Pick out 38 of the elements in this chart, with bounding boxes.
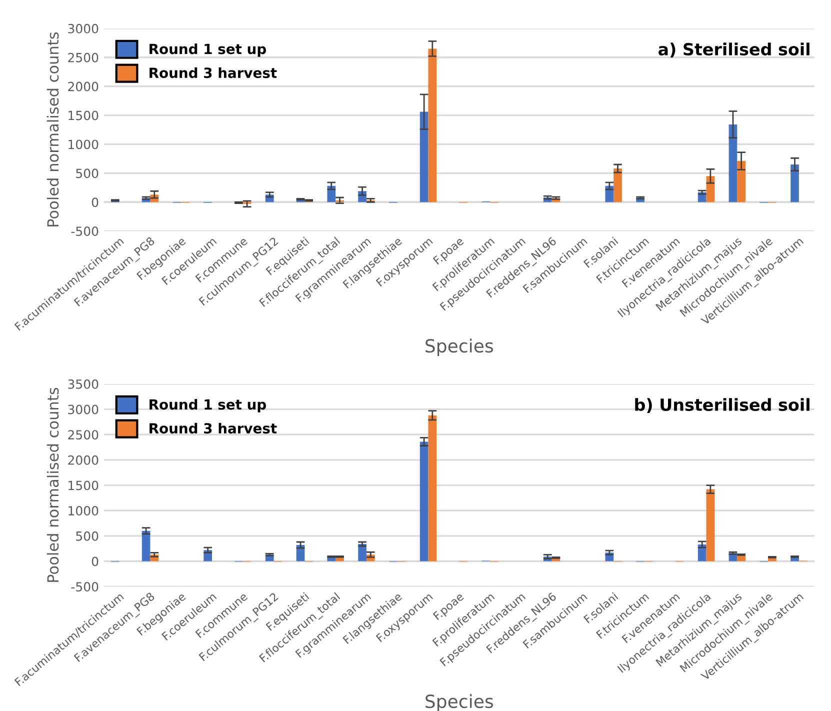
y-tick-label: 500 bbox=[76, 531, 98, 541]
y-tick-label: 2500 bbox=[68, 52, 98, 62]
y-tick-label: 3000 bbox=[68, 404, 98, 414]
legend-label: Round 3 harvest bbox=[150, 422, 277, 434]
bar bbox=[737, 161, 746, 202]
x-axis-title: Species bbox=[426, 338, 493, 356]
legend-label: Round 1 set up bbox=[150, 43, 266, 57]
bar bbox=[142, 530, 150, 562]
y-tick-label: 2000 bbox=[68, 82, 98, 92]
y-tick-label: 500 bbox=[76, 168, 98, 178]
bar bbox=[790, 164, 799, 202]
y-tick-label: -500 bbox=[71, 226, 98, 236]
y-tick-label: 1000 bbox=[68, 140, 98, 150]
y-tick-label: 3500 bbox=[68, 379, 98, 389]
y-tick-label: 0 bbox=[92, 556, 98, 566]
y-tick-label: 1500 bbox=[68, 110, 98, 120]
bar bbox=[358, 544, 366, 562]
bar bbox=[420, 112, 428, 202]
y-axis-title: Pooled normalised counts bbox=[46, 32, 59, 226]
bar bbox=[706, 489, 715, 562]
y-tick-label: 1500 bbox=[68, 480, 98, 490]
text: a) Sterilised soil bbox=[658, 42, 810, 58]
legend-label: Round 3 harvest bbox=[150, 67, 277, 78]
legend-label: Round 1 set up bbox=[150, 398, 266, 412]
bar bbox=[728, 124, 738, 202]
y-tick-label: 3000 bbox=[68, 24, 98, 34]
y-tick-label: 0 bbox=[92, 198, 98, 208]
y-axis-title: Pooled normalised counts bbox=[46, 388, 59, 582]
bar bbox=[614, 168, 622, 202]
bar bbox=[706, 176, 715, 202]
bar bbox=[428, 48, 437, 202]
bar bbox=[428, 415, 437, 562]
text: b) Unsterilised soil bbox=[635, 398, 810, 413]
y-tick-label: 2000 bbox=[68, 455, 98, 465]
y-tick-label: 2500 bbox=[68, 430, 98, 440]
y-tick-label: 1000 bbox=[68, 506, 98, 516]
bar bbox=[420, 442, 428, 562]
y-tick-label: -500 bbox=[71, 582, 98, 592]
